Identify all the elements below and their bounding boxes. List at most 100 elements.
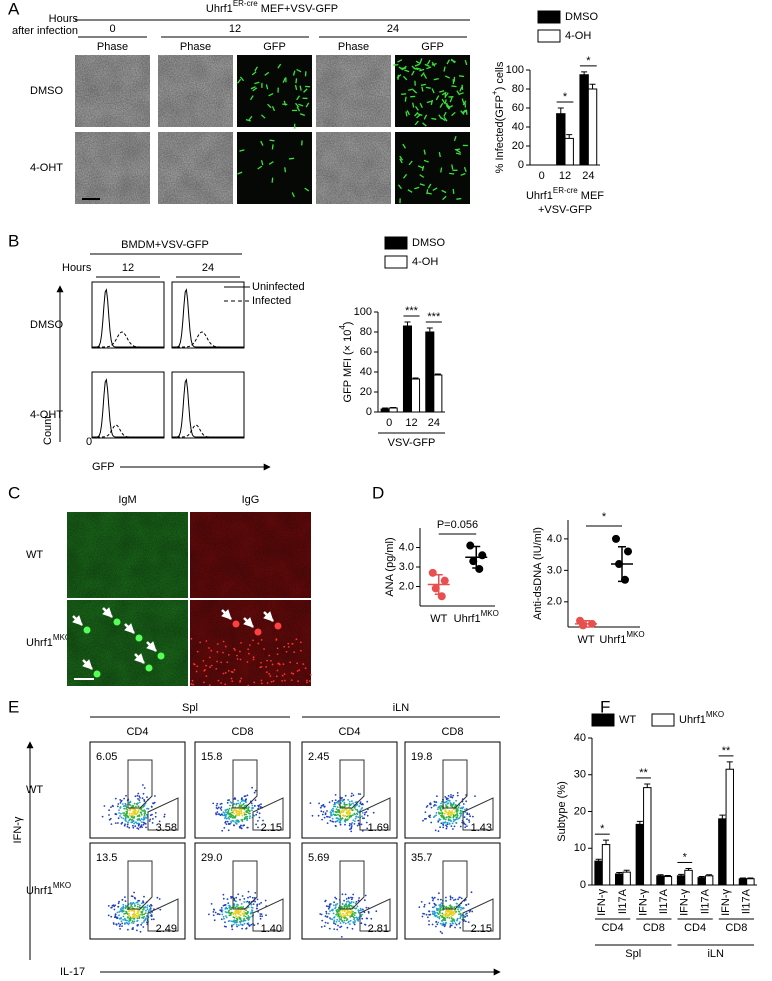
flow-event [468, 821, 471, 823]
flow-event [357, 899, 360, 902]
x-tick-label: Uhrf1MKO [599, 630, 644, 646]
flow-event [459, 926, 462, 929]
signal [216, 651, 219, 653]
flow-event [346, 810, 349, 812]
flow-event [425, 817, 427, 820]
flow-event [117, 817, 120, 820]
gfp-cell [304, 187, 310, 192]
flow-event [333, 916, 335, 919]
flow-event [429, 802, 432, 805]
gfp-cell [282, 77, 286, 83]
y-axis-label: % Infected(GFP+) cells [490, 61, 506, 173]
flow-event [459, 917, 461, 920]
flow-event [347, 799, 349, 801]
error-bar [390, 407, 397, 408]
flow-event [460, 909, 462, 911]
signal [281, 679, 284, 682]
flow-event [241, 820, 244, 823]
flow-event [348, 816, 351, 819]
flow-event [143, 817, 145, 820]
arrow [146, 641, 157, 652]
flow-event [236, 903, 239, 906]
flow-event [348, 911, 351, 914]
flow-event [130, 902, 132, 904]
signal [265, 671, 268, 674]
flow-event [440, 898, 442, 901]
flow-event [128, 909, 131, 912]
x-tick-label: Il17A [617, 888, 629, 914]
flow-event [240, 810, 243, 812]
signal [190, 683, 193, 685]
flow-event [233, 824, 236, 827]
gfp-cell [414, 105, 419, 111]
flow-event [445, 910, 447, 913]
flow-event [444, 821, 447, 824]
flow-event [445, 900, 447, 903]
flow-event [233, 803, 236, 805]
flow-event [132, 814, 135, 817]
flow-event [442, 922, 445, 924]
flow-event [444, 818, 447, 821]
gate [147, 898, 179, 932]
flow-event [453, 912, 456, 915]
flow-event [455, 809, 458, 812]
gfp-cell [299, 85, 302, 91]
gate-frequency: 6.05 [96, 751, 117, 763]
flow-event [353, 812, 356, 815]
flow-event [230, 906, 233, 909]
flow-event [124, 896, 126, 898]
image-shade [190, 600, 311, 686]
flow-event [330, 814, 333, 817]
gate-frequency: 15.8 [201, 751, 222, 763]
a-title-rest: MEF+VSV-GFP [258, 3, 338, 15]
signal [215, 667, 218, 670]
flow-event [128, 912, 131, 915]
flow-event [118, 809, 120, 811]
flow-event [468, 819, 470, 822]
flow-event [113, 916, 116, 919]
gfp-cell [411, 70, 415, 76]
flow-event [360, 823, 363, 826]
flow-event [133, 920, 136, 923]
bar [704, 875, 714, 886]
flow-event [120, 816, 123, 819]
significance: ** [639, 767, 648, 779]
flow-event [344, 794, 347, 797]
flow-event [474, 795, 476, 797]
flow-event [223, 827, 226, 829]
flow-event [238, 813, 241, 816]
flow-event [138, 808, 141, 811]
flow-event [142, 810, 145, 812]
gfp-cell [296, 95, 301, 101]
bar [411, 378, 421, 413]
flow-event [231, 920, 234, 923]
flow-event [159, 908, 162, 911]
flow-event [243, 913, 246, 916]
bar [643, 787, 652, 886]
panel-label: B [8, 231, 19, 250]
flow-event [138, 795, 141, 798]
flow-event [363, 817, 365, 820]
flow-event [467, 921, 470, 923]
x-tick-label-base: Uhrf1 [599, 634, 626, 646]
flow-event [445, 805, 448, 808]
flow-event [133, 802, 136, 805]
flow-event [124, 919, 126, 921]
flow-event [438, 813, 441, 815]
flow-event [245, 811, 248, 813]
flow-event [359, 801, 362, 803]
flow-event [225, 925, 227, 928]
flow-event [240, 827, 243, 830]
flow-event [255, 813, 258, 816]
group-label: CD8 [643, 922, 665, 934]
flow-event [142, 908, 145, 911]
flow-event [458, 913, 460, 916]
a-channel: GFP [421, 41, 444, 53]
flow-event [251, 896, 254, 899]
flow-event [140, 808, 143, 811]
flow-event [123, 824, 126, 827]
flow-event [343, 914, 346, 917]
flow-event [340, 914, 342, 916]
signal [208, 684, 211, 687]
flow-event [101, 815, 104, 818]
